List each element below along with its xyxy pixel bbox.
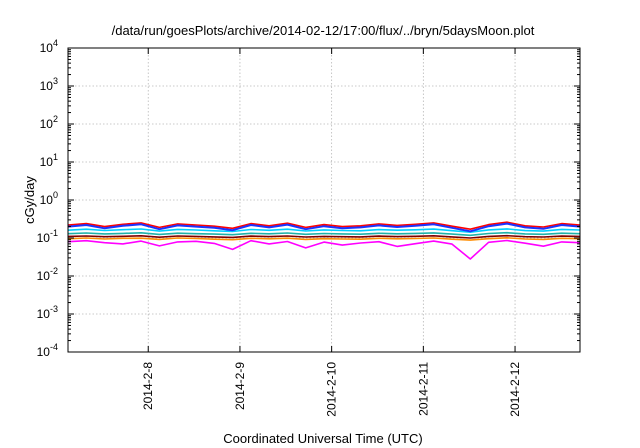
chart-title: /data/run/goesPlots/archive/2014-02-12/1… (112, 23, 535, 38)
series-line (67, 239, 581, 260)
x-tick-label: 2014-2-10 (325, 362, 339, 417)
y-tick-label: 10-3 (37, 304, 58, 321)
x-tick-label: 2014-2-9 (233, 362, 247, 410)
series-line (67, 237, 581, 241)
x-axis-label: Coordinated Universal Time (UTC) (223, 431, 422, 446)
y-tick-label: 104 (40, 38, 58, 55)
series-line (67, 222, 581, 233)
grid (68, 48, 580, 352)
x-axis: 2014-2-8 2014-2-9 2014-2-10 2014-2-11 2014-2… (141, 48, 522, 417)
y-tick-label: 10-4 (37, 342, 58, 359)
series-line (67, 221, 581, 230)
x-tick-label: 2014-2-8 (141, 362, 155, 410)
series-line (67, 228, 581, 233)
y-tick-label: 10-1 (37, 228, 58, 245)
series-layer (67, 221, 581, 260)
y-tick-label: 102 (40, 114, 58, 131)
series-line (67, 231, 581, 237)
y-tick-label: 103 (40, 76, 58, 93)
y-tick-label: 10-2 (37, 266, 58, 283)
series-line (67, 234, 581, 239)
y-axis-label: cGy/day (22, 176, 37, 224)
y-tick-label: 100 (40, 190, 58, 207)
x-tick-label: 2014-2-12 (508, 362, 522, 417)
x-tick-label: 2014-2-11 (416, 362, 430, 416)
y-tick-label: 101 (40, 152, 58, 169)
